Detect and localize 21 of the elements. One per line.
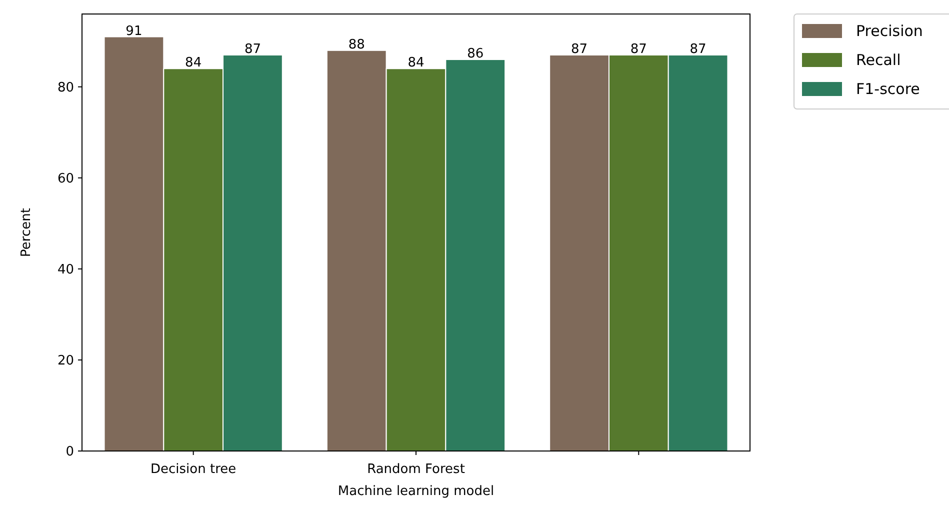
legend-label: Precision: [856, 22, 923, 40]
data-label: 87: [244, 42, 261, 57]
data-label: 87: [630, 42, 647, 57]
legend-label: Recall: [856, 51, 901, 69]
y-tick-label: 60: [57, 171, 74, 186]
legend-label: F1-score: [856, 80, 920, 98]
y-tick-label: 20: [57, 354, 74, 369]
data-label: 86: [467, 46, 484, 62]
data-label: 87: [690, 42, 706, 57]
y-tick-label: 40: [57, 262, 74, 278]
data-label: 87: [571, 42, 588, 57]
x-tick-label: Decision tree: [150, 462, 236, 477]
data-label: 84: [408, 56, 424, 71]
x-axis-title: Machine learning model: [338, 484, 494, 499]
y-tick-label: 0: [66, 444, 74, 460]
data-label: 84: [185, 56, 202, 71]
y-tick-label: 80: [57, 80, 74, 96]
data-label: 88: [348, 37, 365, 52]
x-tick-label: Random Forest: [367, 462, 465, 477]
y-axis-title: Percent: [19, 208, 34, 257]
data-label: 91: [126, 24, 142, 39]
